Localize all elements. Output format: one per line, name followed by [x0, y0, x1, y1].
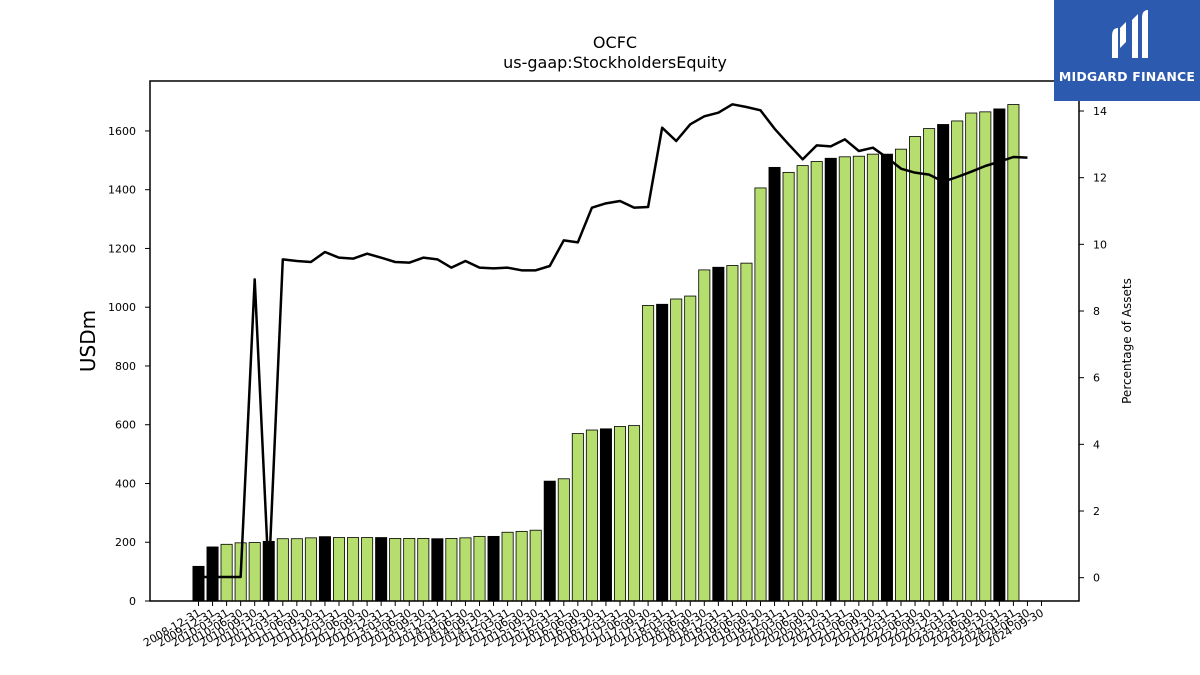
y2-axis-label: Percentage of Assets [1120, 278, 1134, 404]
y2-tick-label: 4 [1093, 438, 1100, 451]
bar [529, 529, 542, 602]
bar [838, 156, 851, 602]
bar [417, 538, 430, 602]
bar [290, 538, 303, 602]
bar [332, 537, 345, 602]
y2-tick-label: 6 [1093, 372, 1100, 385]
bar [951, 120, 964, 602]
bar [473, 535, 486, 602]
bar [824, 157, 837, 602]
bar [403, 538, 416, 602]
y-tick-label: 400 [115, 477, 136, 490]
y2-tick-label: 8 [1093, 305, 1100, 318]
bar [796, 165, 809, 602]
bar [726, 265, 739, 602]
bar [712, 266, 725, 602]
y-tick-label: 1600 [108, 125, 136, 138]
bar [599, 428, 612, 602]
series-line [198, 103, 1028, 579]
y-axis-label: USDm [76, 310, 100, 372]
chart-subtitle: us-gaap:StockholdersEquity [503, 53, 727, 72]
bar [909, 136, 922, 602]
bar [1007, 104, 1020, 602]
y-tick-label: 200 [115, 536, 136, 549]
bar [740, 262, 753, 602]
bar [318, 536, 331, 602]
bar [670, 298, 683, 602]
bar [248, 542, 261, 602]
bar [656, 303, 669, 602]
bar [895, 148, 908, 602]
bar [698, 269, 711, 602]
y-tick-label: 1400 [108, 184, 136, 197]
bar [501, 531, 514, 602]
y2-tick-label: 0 [1093, 572, 1100, 585]
bar [206, 546, 219, 602]
bar [866, 153, 879, 602]
bar [220, 543, 233, 602]
y-tick-label: 800 [115, 360, 136, 373]
bar [487, 535, 500, 602]
bar [276, 538, 289, 602]
y-tick-label: 600 [115, 419, 136, 432]
y-tick-label: 1200 [108, 242, 136, 255]
bar [880, 153, 893, 602]
bar [642, 305, 655, 602]
bar [571, 433, 584, 602]
bar [979, 111, 992, 602]
bar [782, 171, 795, 602]
y2-tick-label: 2 [1093, 505, 1100, 518]
bar [361, 537, 374, 602]
chart-title: OCFC [593, 33, 637, 52]
bar [965, 112, 978, 602]
bar [810, 161, 823, 602]
bar [754, 187, 767, 602]
bar [347, 537, 360, 602]
bar [684, 295, 697, 602]
brand-name: MIDGARD FINANCE [1058, 69, 1196, 84]
plot-frame [149, 80, 1080, 602]
midgard-logo-icon [1112, 10, 1148, 58]
y2-axis: 0 2 4 6 8 10 12 14 [1079, 105, 1107, 585]
brand-logo: MIDGARD FINANCE [1054, 0, 1200, 101]
y2-tick-label: 14 [1093, 105, 1107, 118]
bar [431, 538, 444, 602]
x-axis: 2008-12-312009-12-312010-03-312010-06-30… [141, 601, 1046, 650]
bar [852, 155, 865, 602]
bar [993, 108, 1006, 602]
bar [768, 166, 781, 602]
y2-tick-label: 10 [1093, 238, 1107, 251]
bar [543, 480, 556, 602]
line-group [198, 103, 1028, 579]
bar [459, 537, 472, 602]
bar [557, 478, 570, 602]
y-tick-label: 0 [129, 595, 136, 608]
bar [304, 537, 317, 602]
bar [585, 429, 598, 602]
bar [628, 425, 641, 602]
bars-group [192, 104, 1020, 602]
bar [389, 538, 402, 602]
bar [192, 565, 205, 602]
y2-tick-label: 12 [1093, 172, 1107, 185]
y-axis: 0 200 400 600 800 1000 1200 1400 1600 [108, 125, 150, 608]
bar [923, 128, 936, 602]
y-tick-label: 1000 [108, 301, 136, 314]
bar [937, 124, 950, 602]
bar [375, 537, 388, 602]
bar [445, 538, 458, 602]
bar [515, 530, 528, 602]
bar [614, 426, 627, 602]
